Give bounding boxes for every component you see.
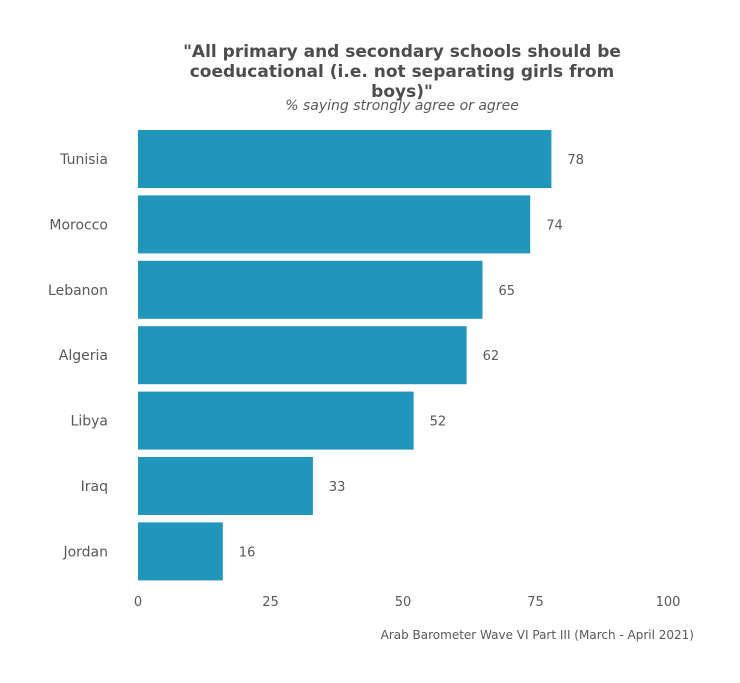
bars-layer [138, 130, 552, 581]
category-label-lebanon: Lebanon [48, 283, 108, 299]
chart-caption: Arab Barometer Wave VI Part III (March -… [380, 628, 694, 642]
value-label-iraq: 33 [329, 480, 346, 495]
category-label-jordan: Jordan [62, 544, 108, 560]
x-tick-label-100: 100 [656, 595, 681, 610]
category-label-algeria: Algeria [59, 348, 108, 364]
value-label-tunisia: 78 [567, 153, 584, 168]
bar-lebanon [138, 260, 483, 319]
bar-tunisia [138, 130, 552, 188]
x-axis: 0 25 50 75 100 [134, 595, 681, 610]
bar-algeria [138, 326, 467, 385]
bar-jordan [138, 522, 223, 581]
value-label-algeria: 62 [483, 349, 500, 364]
labels-layer: Tunisia 78 Morocco 74 Lebanon 65 Algeria 62 Liby… [48, 152, 584, 560]
bar-libya [138, 391, 414, 450]
x-tick-label-50: 50 [395, 595, 412, 610]
x-tick-label-25: 25 [262, 595, 279, 610]
category-label-tunisia: Tunisia [59, 152, 108, 168]
x-tick-label-75: 75 [527, 595, 544, 610]
value-label-jordan: 16 [239, 545, 256, 560]
category-label-iraq: Iraq [81, 479, 108, 495]
value-label-morocco: 74 [546, 218, 563, 233]
bar-iraq [138, 457, 313, 515]
category-label-libya: Libya [71, 414, 108, 430]
value-label-lebanon: 65 [499, 284, 516, 299]
x-tick-label-0: 0 [134, 595, 142, 610]
category-label-morocco: Morocco [49, 217, 108, 233]
chart-subtitle: % saying strongly agree or agree [285, 98, 519, 114]
bar-morocco [138, 195, 531, 254]
chart-title: "All primary and secondary schools shoul… [183, 42, 621, 102]
value-label-libya: 52 [430, 415, 447, 430]
